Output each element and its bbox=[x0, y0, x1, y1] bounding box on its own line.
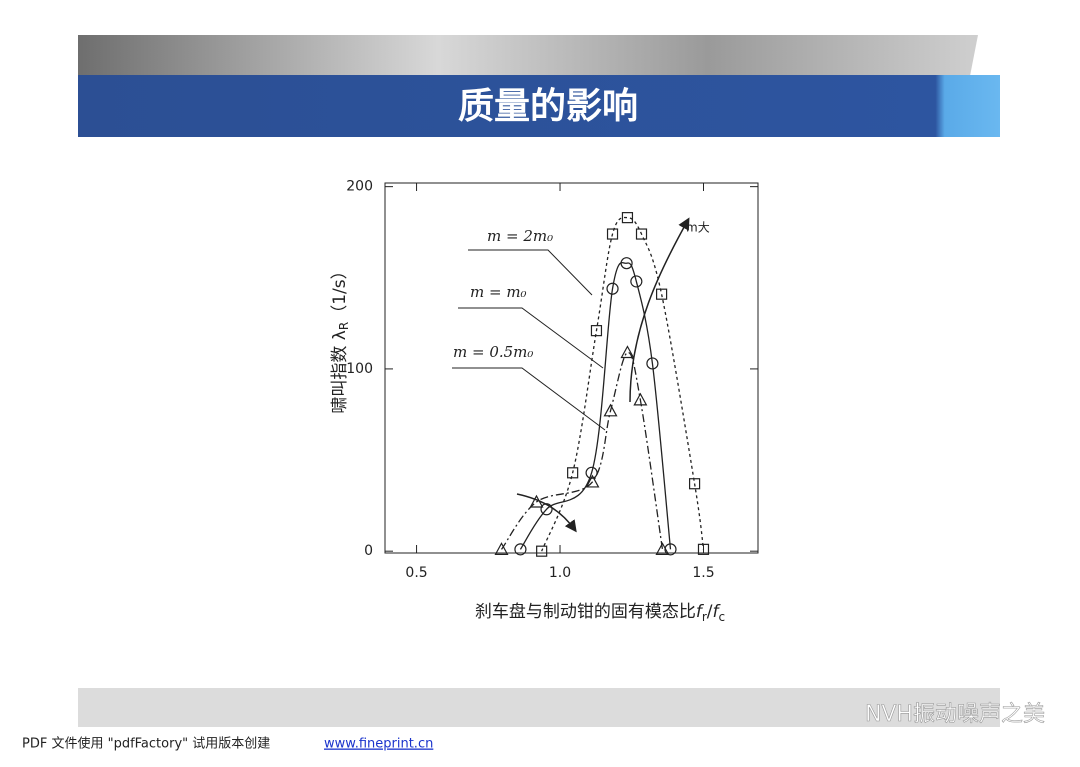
circle-marker bbox=[514, 543, 527, 556]
pdf-note: PDF 文件使用 "pdfFactory" 试用版本创建 bbox=[22, 736, 270, 752]
circle-marker bbox=[646, 357, 659, 370]
series-label: m = 2m₀ bbox=[487, 227, 553, 245]
series-label: m = m₀ bbox=[470, 283, 527, 301]
triangle-marker bbox=[585, 474, 600, 488]
y-tick-label: 0 bbox=[364, 543, 373, 559]
square-marker bbox=[590, 325, 603, 337]
triangle-marker bbox=[494, 542, 509, 555]
x-label-part: / bbox=[707, 602, 713, 622]
x-label-part: 刹车盘与制动钳的固有模态比 bbox=[475, 602, 696, 622]
square-marker bbox=[606, 228, 619, 240]
circle-marker bbox=[606, 282, 619, 295]
header-band bbox=[78, 75, 1000, 137]
x-axis-label: 刹车盘与制动钳的固有模态比fr/fc bbox=[475, 602, 725, 624]
x-tick-label: 0.5 bbox=[405, 565, 427, 581]
circle-marker bbox=[630, 275, 643, 288]
fit-curve bbox=[519, 261, 672, 550]
trend-arrow bbox=[516, 493, 577, 533]
x-label-part: f bbox=[696, 602, 705, 622]
plot-frame bbox=[384, 182, 759, 554]
triangle-marker bbox=[620, 345, 635, 359]
trend-arrow bbox=[629, 217, 690, 403]
fit-curve bbox=[500, 351, 664, 550]
y-axis-label: 啸叫指数 λR（1/s） bbox=[330, 262, 351, 413]
triangle-marker bbox=[603, 403, 618, 417]
x-label-part: f bbox=[713, 602, 722, 622]
leader-line bbox=[458, 307, 604, 369]
y-label-part: 啸叫指数 λ bbox=[330, 330, 350, 413]
y-tick-label: 200 bbox=[346, 179, 373, 195]
square-marker bbox=[697, 543, 710, 555]
x-tick-label: 1.5 bbox=[692, 565, 714, 581]
plot: 0 100 200 0.5 1.0 1.5 啸叫指数 λR（1/s） 刹车盘与制动钳的固有模态… bbox=[330, 179, 758, 624]
square-marker bbox=[655, 288, 668, 300]
square-marker bbox=[635, 228, 648, 240]
x-tick-label: 1.0 bbox=[549, 565, 571, 581]
fit-curve bbox=[541, 216, 705, 552]
trend-label: m大 bbox=[686, 221, 710, 235]
header-photo bbox=[78, 35, 978, 76]
circle-marker bbox=[620, 257, 633, 270]
square-marker bbox=[567, 467, 579, 479]
triangle-marker bbox=[655, 542, 670, 555]
square-marker bbox=[621, 212, 634, 224]
circle-marker bbox=[664, 543, 677, 556]
slide-title: 质量的影响 bbox=[458, 86, 638, 127]
y-tick-label: 100 bbox=[346, 361, 373, 377]
series-label: m = 0.5m₀ bbox=[453, 343, 533, 361]
leader-line bbox=[468, 249, 593, 296]
x-label-part: r bbox=[702, 610, 707, 624]
y-label-part: （1/s） bbox=[330, 262, 350, 321]
square-marker bbox=[688, 478, 701, 490]
watermark: NVH振动噪声之美 bbox=[865, 702, 1045, 727]
leader-line bbox=[452, 367, 606, 431]
y-label-part: R bbox=[337, 322, 351, 330]
pdf-link[interactable]: www.fineprint.cn bbox=[324, 737, 433, 752]
footer-band bbox=[78, 688, 1000, 727]
triangle-marker bbox=[633, 392, 648, 406]
square-marker bbox=[536, 545, 548, 557]
x-label-part: c bbox=[719, 610, 726, 624]
